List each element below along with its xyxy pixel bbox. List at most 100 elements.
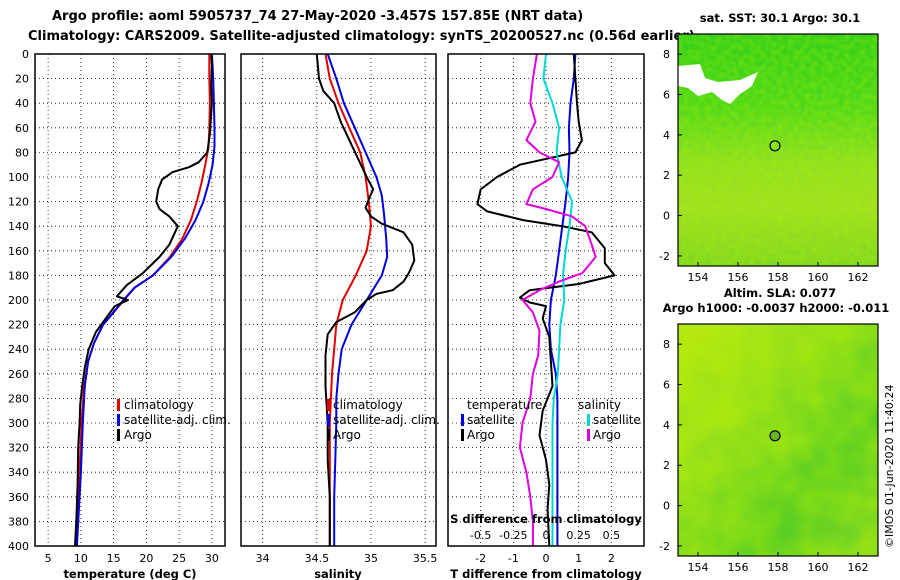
legend-label-s-satellite: satellite	[593, 413, 641, 427]
series-line-argo	[74, 54, 213, 546]
salinity-tick-labels: 34 34.5 35 35.5	[256, 552, 438, 565]
map-lat-label: 0	[663, 500, 670, 513]
temperature-frame	[34, 53, 226, 547]
depth-tick-label: 320	[8, 442, 29, 455]
sla-ticks: 154 156 158 160 162 -2 0 2 4 6 8	[659, 338, 868, 574]
legend-label-t-argo: Argo	[467, 428, 495, 442]
difference-grid	[448, 53, 644, 547]
salinity-frame	[240, 53, 437, 547]
salinity-panel: 34 34.5 35 35.5 salinity climatology satell…	[240, 53, 440, 580]
temperature-xlabel: temperature (deg C)	[63, 567, 196, 580]
sst-missing-data	[678, 64, 758, 104]
legend-label-climatology: climatology	[333, 398, 403, 412]
legend-header-temperature: temperature	[467, 398, 542, 412]
depth-tick-label: 80	[15, 146, 29, 159]
imos-timestamp: ©IMOS 01-Jun-2020 11:40:24	[883, 384, 896, 548]
depth-tick-label: 360	[8, 491, 29, 504]
temperature-tick-labels: 5 10 15 20 25 30	[45, 552, 219, 565]
depth-tick-label: 100	[8, 171, 29, 184]
legend-label-t-satellite: satellite	[467, 413, 515, 427]
x-tick-label: 5	[45, 552, 52, 565]
temperature-grid	[35, 53, 225, 547]
x-tick-label: 35.5	[413, 552, 438, 565]
map-lat-label: 4	[663, 419, 670, 432]
difference-lines	[476, 54, 616, 546]
depth-tick-label: 40	[15, 97, 29, 110]
temperature-legend: climatology satellite-adj. clim. Argo	[117, 398, 231, 442]
depth-tick-label: 380	[8, 515, 29, 528]
sst-ticks: 154 156 158 160 162 -2 0 2 4 6 8	[659, 48, 868, 284]
sst-argo-location-marker	[769, 140, 781, 152]
x-tick-label: -1	[508, 552, 519, 565]
depth-tick-label: 300	[8, 417, 29, 430]
s-x-tick-label: -0.25	[499, 529, 527, 542]
series-line-satellite-adj-clim-	[75, 54, 216, 546]
s-x-tick-label: 0.5	[603, 529, 621, 542]
map-lat-label: 6	[663, 89, 670, 102]
map-lat-label: 2	[663, 459, 670, 472]
depth-tick-label: 20	[15, 73, 29, 86]
map-lon-label: 154	[688, 271, 709, 284]
series-line-climatology	[324, 54, 372, 546]
depth-tick-label: 240	[8, 343, 29, 356]
x-tick-label: 15	[107, 552, 121, 565]
difference-legend: temperature salinity satellite Argo sate…	[461, 398, 641, 442]
salinity-grid	[241, 53, 436, 547]
legend-swatch-climatology	[327, 399, 330, 411]
x-tick-label: 0	[543, 552, 550, 565]
header-line-2: Climatology: CARS2009. Satellite-adjuste…	[28, 29, 695, 44]
legend-swatch-satellite	[327, 414, 330, 426]
legend-swatch-climatology	[117, 399, 120, 411]
series-line-s-satellite	[542, 54, 574, 546]
s-x-tick-label: 0.25	[566, 529, 591, 542]
difference-panel: -2 -1 0 1 2 -0.5 -0.25 0 0.25 0.5 T difference f…	[447, 53, 645, 580]
t-difference-xlabel: T difference from climatology	[450, 567, 642, 580]
depth-tick-label: 0	[22, 48, 29, 61]
salinity-legend: climatology satellite-adj. clim. Argo	[327, 398, 440, 442]
legend-label-argo: Argo	[333, 428, 361, 442]
legend-swatch-t-argo	[461, 429, 464, 441]
depth-tick-label: 60	[15, 122, 29, 135]
map-lon-label: 160	[808, 561, 829, 574]
x-tick-label: 30	[205, 552, 219, 565]
x-tick-label: 2	[608, 552, 615, 565]
map-lat-label: 4	[663, 129, 670, 142]
map-lon-label: 162	[848, 561, 869, 574]
depth-tick-label: 120	[8, 196, 29, 209]
series-line-t-satellite	[548, 54, 577, 546]
map-lon-label: 154	[688, 561, 709, 574]
map-lat-label: 2	[663, 169, 670, 182]
x-tick-label: 34.5	[305, 552, 330, 565]
sst-map-frame	[677, 33, 879, 267]
x-tick-label: 1	[575, 552, 582, 565]
map-lat-label: -2	[659, 250, 670, 263]
legend-label-argo: Argo	[124, 428, 152, 442]
s-x-tick-label: 0	[543, 529, 550, 542]
series-line-s-argo	[518, 54, 597, 546]
sla-map-frame	[677, 323, 879, 557]
sla-map-title: Altim. SLA: 0.077	[724, 286, 836, 300]
sla-map-subtitle: Argo h1000: -0.0037 h2000: -0.011	[663, 301, 890, 315]
depth-tick-label: 260	[8, 368, 29, 381]
series-line-argo	[315, 54, 416, 546]
map-lat-label: 8	[663, 48, 670, 61]
x-tick-label: -2	[475, 552, 486, 565]
legend-swatch-t-satellite	[461, 414, 464, 426]
t-difference-tick-labels: -2 -1 0 1 2	[475, 552, 615, 565]
legend-label-s-argo: Argo	[593, 428, 621, 442]
temperature-lines	[74, 54, 216, 546]
map-lat-label: 8	[663, 338, 670, 351]
s-difference-tick-labels: -0.5 -0.25 0 0.25 0.5	[470, 529, 620, 542]
depth-tick-label: 340	[8, 466, 29, 479]
map-lon-label: 158	[768, 271, 789, 284]
map-lon-label: 158	[768, 561, 789, 574]
x-tick-label: 34	[256, 552, 270, 565]
sla-argo-location-marker	[769, 430, 781, 442]
map-lon-label: 156	[728, 561, 749, 574]
legend-header-salinity: salinity	[578, 398, 621, 412]
legend-swatch-argo	[117, 429, 120, 441]
sst-map-panel: sat. SST: 30.1 Argo: 30.1 154 156 158 160 16…	[659, 11, 879, 284]
header-line-1: Argo profile: aoml 5905737_74 27-May-202…	[52, 9, 583, 24]
legend-swatch-s-argo	[587, 429, 590, 441]
